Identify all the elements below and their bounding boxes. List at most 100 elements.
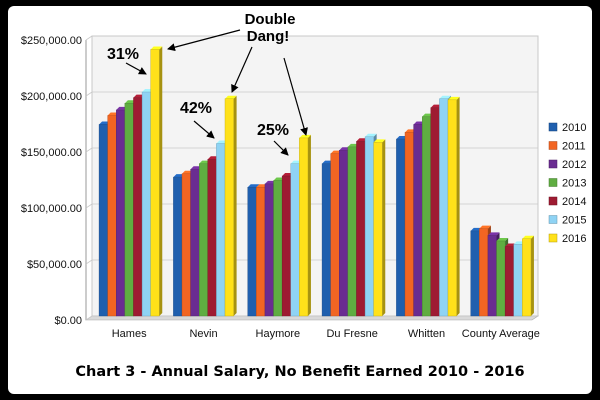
- bar-2016-whitten: [447, 99, 457, 317]
- arrow-to-haymore: [283, 57, 308, 136]
- gridline-depth: [85, 315, 93, 321]
- bar-2014-haymore: [281, 175, 291, 317]
- arrow-nevin-pct: [193, 120, 215, 139]
- gridline-depth: [85, 259, 93, 265]
- bar-2011-hames: [107, 115, 117, 317]
- bar-2016-haymore: [299, 137, 309, 317]
- arrow-hames-pct: [125, 62, 147, 75]
- legend-label: 2011: [562, 141, 586, 153]
- bar-2010-county-average: [470, 230, 480, 317]
- bar-side: [159, 46, 163, 316]
- bar-2014-county-average: [504, 246, 514, 317]
- arrow-haymore-pct: [273, 140, 289, 156]
- gridline-depth: [85, 203, 93, 209]
- bar-2013-du-fresne: [347, 146, 357, 317]
- grid-layer: $0.00 $50,000.00 $100,000.00 $150,000.00 $20…: [21, 35, 539, 327]
- bar-top: [448, 96, 460, 100]
- legend-swatch: [548, 215, 558, 224]
- bar-side: [307, 134, 311, 316]
- bar-top: [522, 235, 534, 239]
- legend-label: 2015: [562, 215, 586, 227]
- bar-top: [373, 139, 386, 143]
- annotation-pct-hames: 31%: [107, 46, 139, 63]
- legend-label: 2013: [562, 178, 586, 190]
- legend: 2010 2011 2012 2013 2014 2015 2016: [548, 122, 586, 245]
- gridline-depth: [85, 35, 93, 41]
- bar-2010-hames: [98, 124, 108, 317]
- bar-top: [496, 237, 509, 241]
- bar-2013-nevin: [198, 163, 208, 317]
- bar-2011-du-fresne: [330, 153, 340, 317]
- legend-swatch: [548, 178, 558, 187]
- y-tick-label: $150,000.00: [21, 147, 82, 159]
- bar-2014-du-fresne: [356, 141, 366, 317]
- y-tick-label: $250,000.00: [21, 35, 82, 47]
- legend-label: 2012: [562, 159, 586, 171]
- bar-top: [247, 184, 260, 188]
- bar-top: [365, 133, 377, 137]
- bar-2015-haymore: [290, 163, 300, 317]
- bar-top: [225, 95, 237, 99]
- bar-2011-haymore: [256, 186, 266, 317]
- legend-label: 2016: [562, 233, 586, 245]
- bar-2012-hames: [116, 109, 126, 317]
- bar-side: [456, 96, 460, 316]
- x-tick-label: Whitten: [408, 328, 445, 340]
- bar-2013-whitten: [422, 116, 432, 317]
- bars-layer: [98, 46, 534, 317]
- bar-2013-hames: [124, 102, 134, 317]
- y-tick-label: $200,000.00: [21, 91, 82, 103]
- y-tick-label: $100,000.00: [21, 203, 82, 215]
- chart-title: Chart 3 - Annual Salary, No Benefit Earn…: [75, 364, 524, 380]
- bar-2015-whitten: [439, 98, 449, 317]
- plot-floor: [85, 315, 539, 321]
- bar-top: [487, 232, 500, 236]
- bar-2016-hames: [150, 49, 160, 317]
- bar-2010-du-fresne: [321, 163, 331, 317]
- bar-side: [233, 95, 237, 316]
- bar-2012-whitten: [413, 124, 423, 317]
- bar-2016-du-fresne: [373, 142, 383, 317]
- bar-2011-nevin: [181, 173, 191, 317]
- x-tick-label: County Average: [462, 328, 540, 340]
- x-tick-label: Hames: [112, 328, 147, 340]
- annotation-pct-haymore: 25%: [257, 122, 289, 139]
- legend-swatch: [548, 122, 558, 132]
- bar-top: [439, 95, 451, 99]
- legend-swatch: [548, 196, 558, 206]
- annotation-dang: Dang!: [247, 28, 290, 45]
- gridline-depth: [85, 147, 93, 153]
- gridline-depth: [85, 91, 93, 97]
- bar-2012-du-fresne: [339, 150, 349, 317]
- legend-label: 2014: [562, 196, 586, 208]
- bar-top: [150, 46, 163, 50]
- bar-2010-nevin: [173, 176, 183, 317]
- arrow-to-nevin: [231, 46, 253, 93]
- y-tick-label: $50,000.00: [27, 259, 82, 271]
- legend-swatch: [548, 141, 558, 150]
- bar-2013-haymore: [273, 180, 283, 317]
- bar-2015-nevin: [216, 143, 226, 317]
- bar-2014-whitten: [430, 107, 440, 317]
- bar-top: [479, 225, 491, 229]
- labels-layer: Hames Nevin Haymore Du Fresne Whitten County …: [112, 328, 540, 340]
- plot-area: [91, 35, 539, 317]
- bar-2012-nevin: [190, 169, 200, 317]
- bar-side: [382, 139, 386, 316]
- annotation-pct-nevin: 42%: [180, 100, 212, 117]
- legend-swatch: [548, 233, 558, 243]
- x-tick-label: Nevin: [189, 328, 217, 340]
- bar-2010-whitten: [396, 138, 406, 317]
- annotation-double: Double: [245, 11, 296, 28]
- bar-2014-nevin: [207, 158, 217, 317]
- bar-2011-whitten: [404, 132, 414, 317]
- bar-2016-nevin: [224, 98, 234, 317]
- arrow-to-hames: [167, 29, 241, 52]
- y-tick-label: $0.00: [54, 315, 82, 327]
- bar-2013-county-average: [496, 240, 506, 317]
- legend-label: 2010: [562, 122, 586, 134]
- bar-side: [530, 235, 534, 316]
- bar-2015-du-fresne: [364, 136, 374, 317]
